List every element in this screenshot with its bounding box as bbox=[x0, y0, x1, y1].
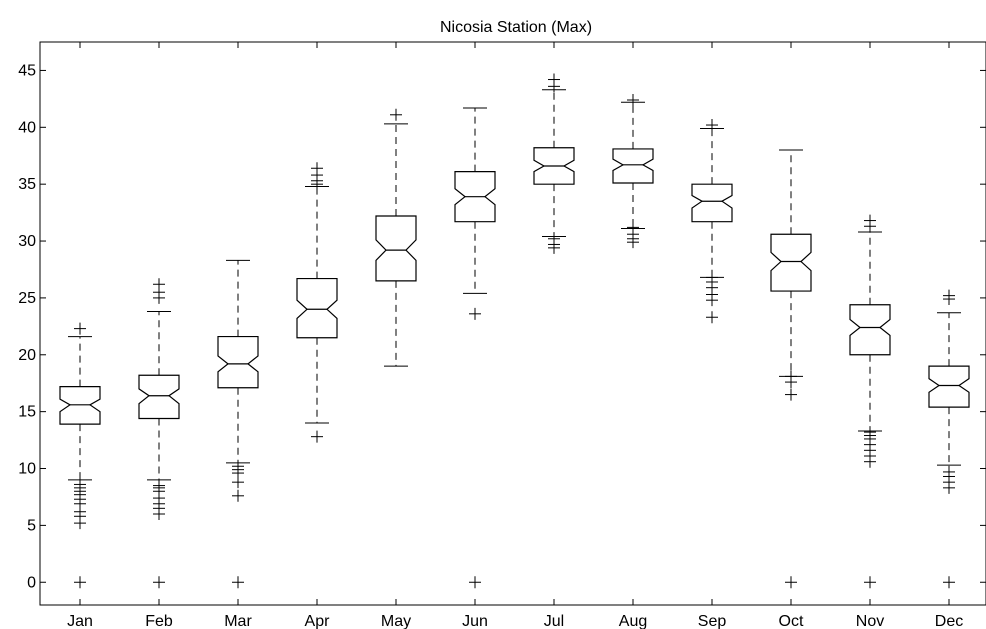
box-jun bbox=[454, 107, 496, 589]
box-body bbox=[375, 215, 417, 282]
box-feb bbox=[138, 278, 180, 589]
outlier-marker bbox=[785, 388, 797, 401]
outlier-marker bbox=[74, 322, 86, 335]
box-body bbox=[691, 183, 733, 223]
outlier-marker bbox=[74, 576, 86, 589]
box-body bbox=[296, 277, 338, 339]
y-tick-label: 40 bbox=[18, 119, 36, 136]
boxes-layer bbox=[59, 73, 970, 589]
plot-area bbox=[39, 41, 986, 606]
box-body bbox=[770, 233, 812, 292]
x-tick-label: Oct bbox=[779, 613, 804, 629]
y-tick-label: 10 bbox=[18, 461, 36, 478]
box-body bbox=[928, 365, 970, 408]
chart-title: Nicosia Station (Max) bbox=[440, 19, 592, 36]
outlier-marker bbox=[943, 289, 955, 302]
box-jan bbox=[59, 322, 101, 589]
outlier-marker bbox=[232, 460, 244, 473]
outlier-marker bbox=[864, 426, 876, 439]
outlier-marker bbox=[785, 370, 797, 383]
outlier-marker bbox=[232, 576, 244, 589]
outlier-marker bbox=[627, 94, 639, 107]
outlier-marker bbox=[74, 478, 86, 491]
outlier-marker bbox=[390, 108, 402, 121]
box-oct bbox=[770, 149, 812, 589]
x-tick-label: Nov bbox=[856, 613, 884, 629]
outlier-marker bbox=[469, 307, 481, 320]
y-tick-label: 45 bbox=[18, 62, 36, 79]
outlier-marker bbox=[864, 214, 876, 227]
x-tick-label: Feb bbox=[145, 613, 173, 629]
outlier-marker bbox=[548, 73, 560, 86]
y-tick-label: 0 bbox=[27, 574, 36, 591]
y-tick-label: 35 bbox=[18, 176, 36, 193]
box-apr bbox=[296, 162, 338, 443]
box-sep bbox=[691, 119, 733, 324]
box-body bbox=[138, 374, 180, 420]
box-body bbox=[849, 304, 891, 356]
x-tick-label: Dec bbox=[935, 613, 963, 629]
x-tick-label: Sep bbox=[698, 613, 727, 629]
outlier-marker bbox=[706, 311, 718, 324]
x-axis: Jan Feb Mar Apr May Jun Jul Aug Sep Oct Nov Dec bbox=[67, 42, 963, 629]
box-body bbox=[217, 335, 259, 389]
outlier-marker bbox=[864, 576, 876, 589]
outlier-marker bbox=[311, 162, 323, 175]
y-tick-label: 15 bbox=[18, 404, 36, 421]
x-tick-label: Aug bbox=[619, 613, 647, 629]
outlier-marker bbox=[706, 119, 718, 132]
box-nov bbox=[849, 214, 891, 589]
outlier-marker bbox=[627, 221, 639, 234]
y-axis: 0 5 10 15 20 25 30 35 40 45 bbox=[18, 62, 986, 591]
y-tick-label: 20 bbox=[18, 347, 36, 364]
x-tick-label: May bbox=[381, 613, 411, 629]
box-body bbox=[612, 148, 654, 184]
outlier-marker bbox=[706, 271, 718, 284]
y-tick-label: 30 bbox=[18, 233, 36, 250]
outlier-marker bbox=[311, 430, 323, 443]
y-tick-label: 25 bbox=[18, 290, 36, 307]
box-aug bbox=[612, 94, 654, 249]
outlier-marker bbox=[943, 465, 955, 478]
outlier-marker bbox=[785, 576, 797, 589]
box-dec bbox=[928, 289, 970, 589]
x-tick-label: Jul bbox=[544, 613, 564, 629]
outlier-marker bbox=[469, 576, 481, 589]
outlier-marker bbox=[943, 576, 955, 589]
outlier-marker bbox=[153, 479, 165, 492]
x-tick-label: Apr bbox=[305, 613, 331, 629]
box-jul bbox=[533, 73, 575, 254]
x-tick-label: Jan bbox=[67, 613, 93, 629]
y-tick-label: 5 bbox=[27, 517, 36, 534]
box-mar bbox=[217, 259, 259, 589]
x-tick-label: Mar bbox=[224, 613, 252, 629]
box-may bbox=[375, 108, 417, 367]
x-tick-label: Jun bbox=[462, 613, 488, 629]
outlier-marker bbox=[153, 576, 165, 589]
outlier-marker bbox=[153, 278, 165, 291]
outlier-marker bbox=[548, 232, 560, 245]
outlier-marker bbox=[232, 489, 244, 502]
